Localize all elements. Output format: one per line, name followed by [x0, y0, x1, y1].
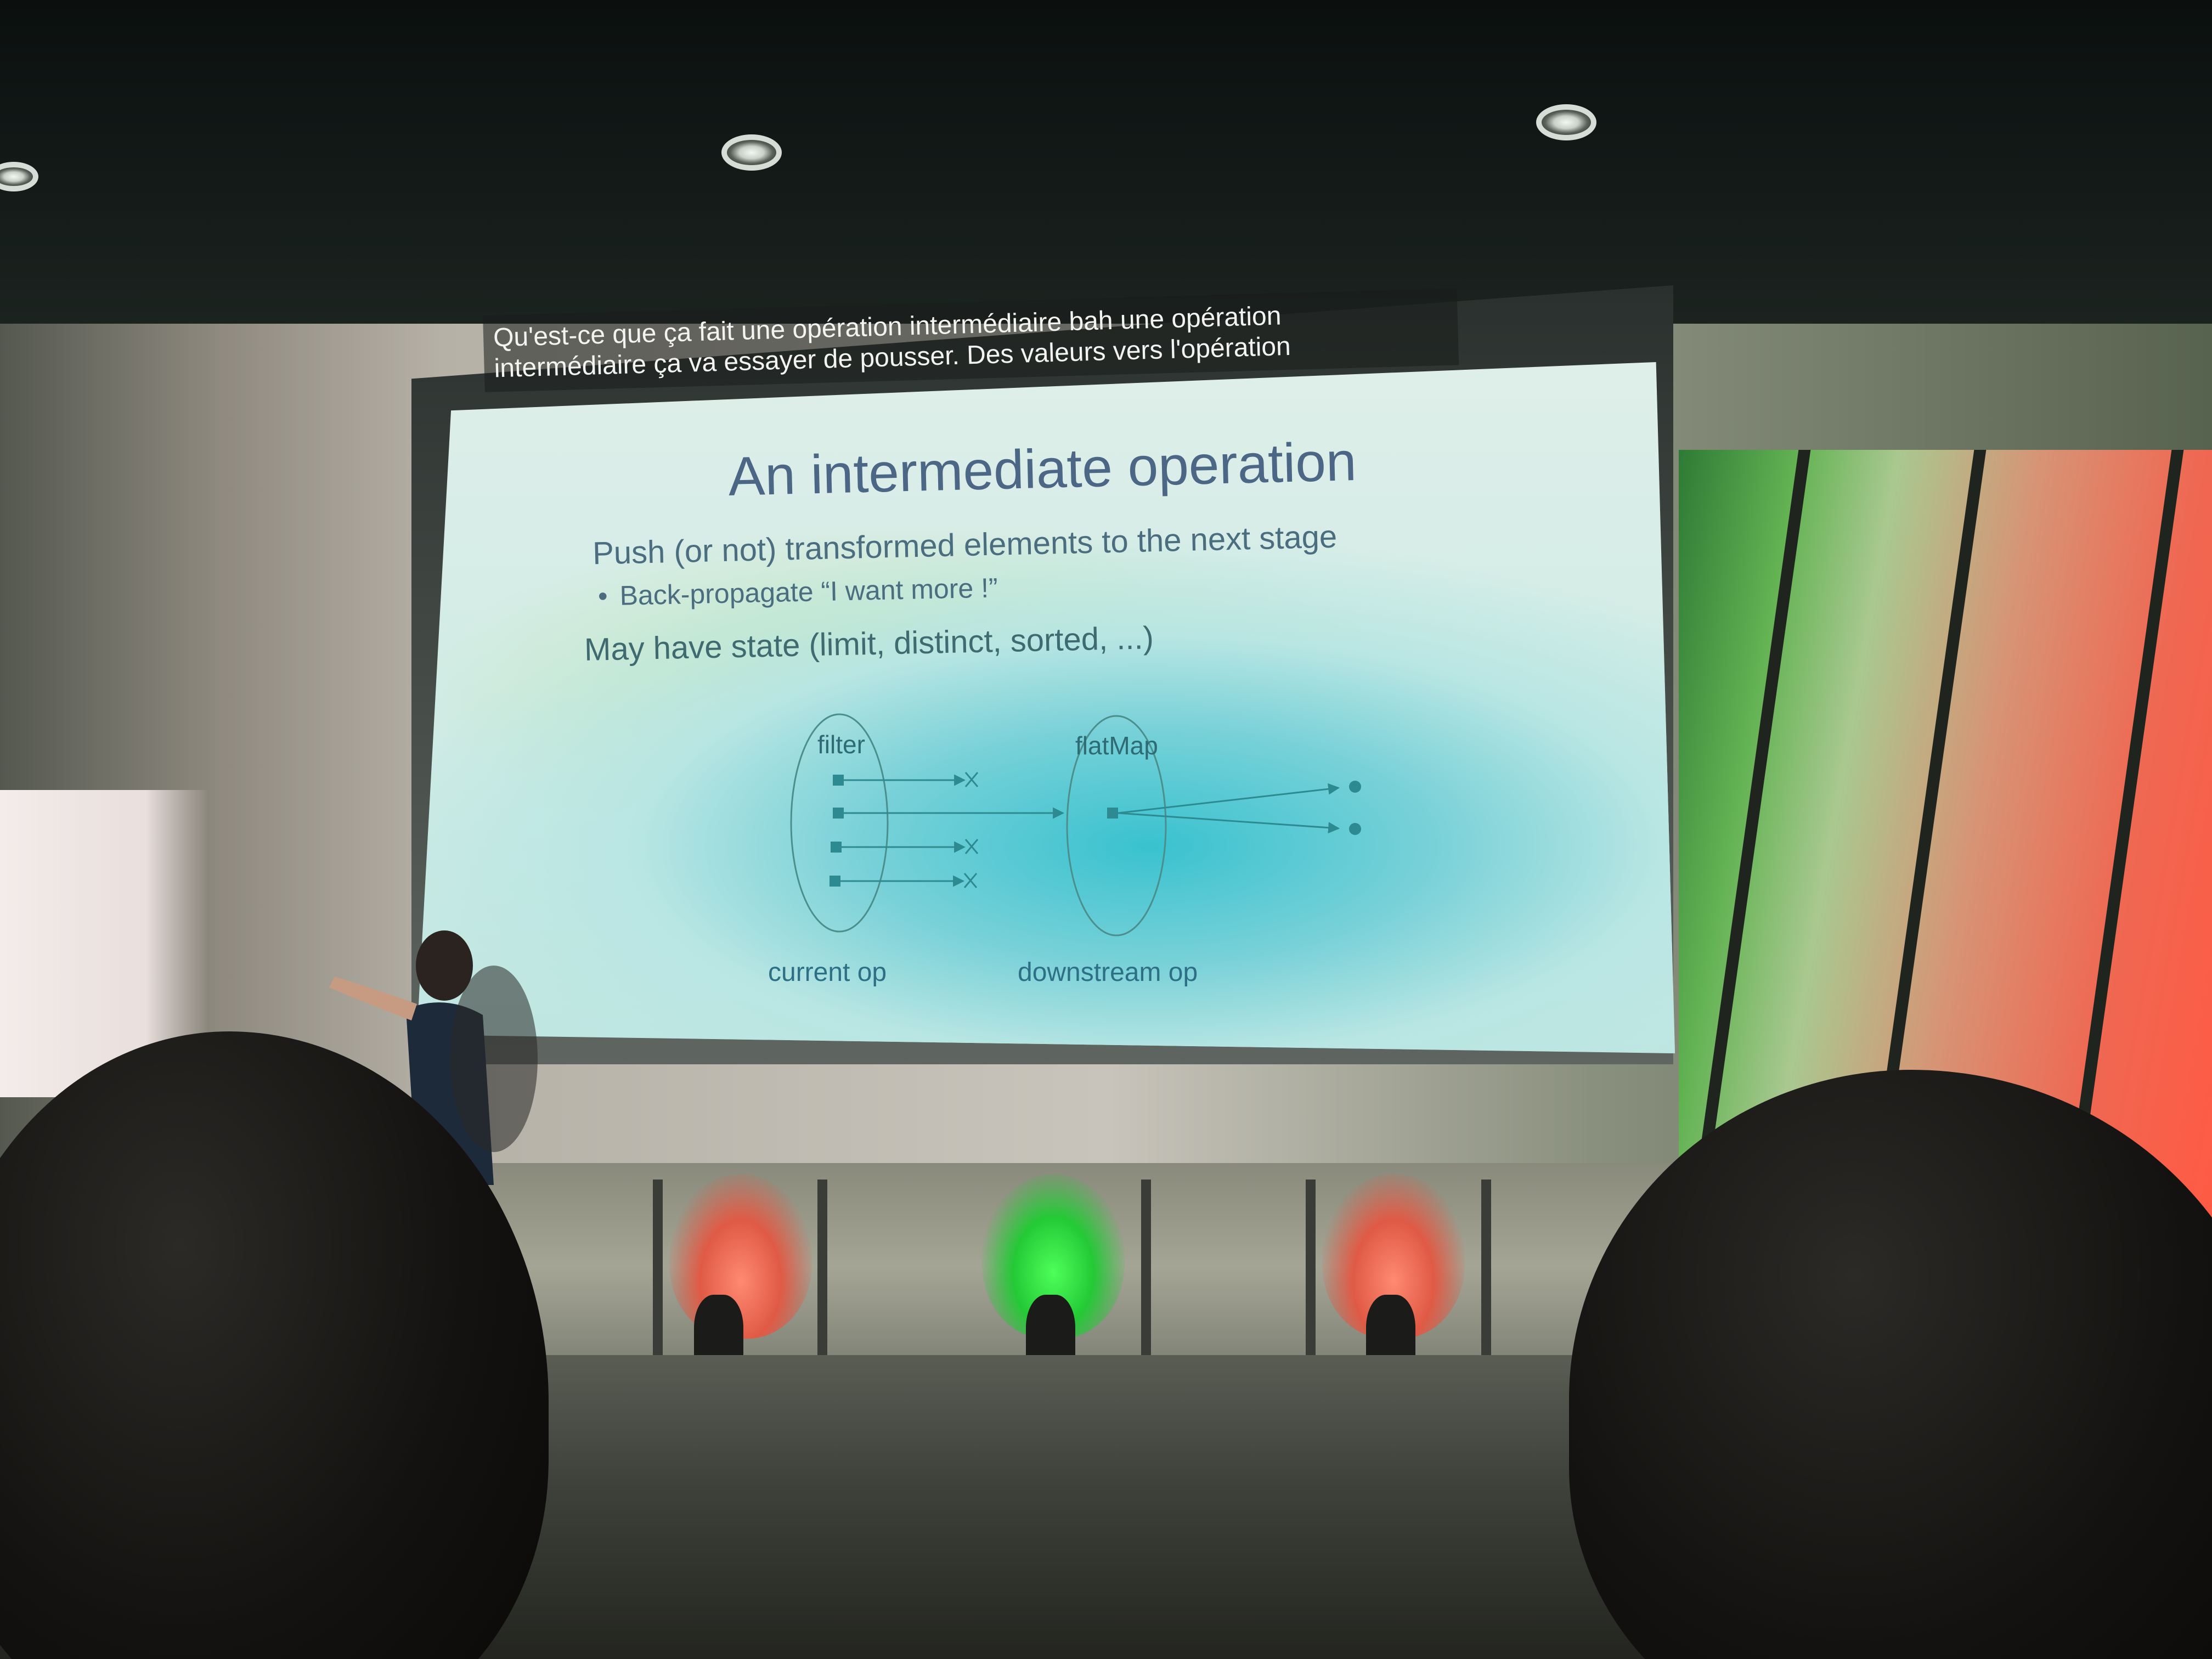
element-2 — [833, 808, 844, 819]
stage-post — [817, 1180, 827, 1377]
flatmap-label: flatMap — [1075, 731, 1158, 760]
ceiling — [0, 0, 2212, 410]
projection-screen — [417, 362, 1675, 1053]
presenter-head — [416, 930, 473, 1001]
element-3-dropped-icon — [964, 839, 979, 854]
downstream-op-label: downstream op — [1018, 958, 1198, 987]
flatmap-output-2 — [1349, 823, 1361, 835]
element-4 — [830, 876, 840, 887]
slide: An intermediate operation Push (or not) … — [417, 362, 1679, 1053]
ceiling-spotlight-right — [1536, 104, 1596, 140]
element-1-dropped-icon — [964, 772, 979, 787]
audience-head-right — [1569, 1070, 2212, 1659]
element-3 — [831, 842, 842, 853]
flatmap-output-arrow-1 — [1118, 783, 1340, 814]
stage-post — [653, 1180, 663, 1377]
stage-post — [1141, 1180, 1151, 1377]
downstream-op-ellipse — [1066, 715, 1167, 936]
ceiling-spotlight-edge — [0, 162, 38, 191]
stream-diagram — [790, 713, 1361, 936]
stage-post — [1306, 1180, 1316, 1377]
filter-label: filter — [817, 730, 865, 759]
ceiling-spotlight-left — [721, 134, 782, 171]
stage-post — [1481, 1180, 1491, 1377]
current-op-label: current op — [768, 958, 887, 987]
flatmap-input-element — [1107, 808, 1118, 819]
element-1 — [833, 775, 844, 786]
current-op-ellipse — [790, 713, 889, 933]
presenter-arm — [329, 977, 417, 1020]
presenter-shadow — [450, 966, 538, 1152]
flatmap-output-arrow-2 — [1118, 812, 1340, 834]
element-4-dropped-icon — [963, 873, 978, 888]
flatmap-output-1 — [1349, 781, 1361, 793]
